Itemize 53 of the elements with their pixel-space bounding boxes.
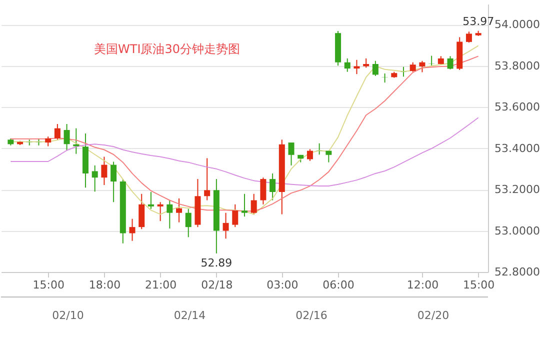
- y-tick-label: 53.6000: [494, 100, 540, 114]
- y-tick-label: 53.2000: [494, 183, 540, 196]
- candlestick: [157, 202, 164, 222]
- y-tick-label: 53.8000: [494, 59, 540, 72]
- candlestick: [204, 158, 210, 201]
- candlestick: [54, 123, 60, 140]
- y-tick-label: 52.8000: [494, 266, 540, 278]
- category-label: 02/16: [296, 309, 328, 322]
- x-tick-label: 18:00: [88, 278, 121, 292]
- candlestick: [138, 193, 145, 230]
- candlestick: [232, 204, 238, 228]
- candlestick: [372, 60, 378, 76]
- candlestick: [260, 177, 266, 205]
- category-label: 02/20: [417, 309, 450, 322]
- candlestick: [148, 192, 154, 210]
- text: 美国WTI原油30分钟走势图: [94, 42, 240, 56]
- y-tick-label: 54.0000: [494, 18, 540, 32]
- x-tick-label: 21:00: [144, 278, 177, 292]
- candlestick: [185, 208, 192, 238]
- candlestick: [166, 200, 173, 229]
- y-tick-label: 53.0000: [494, 224, 540, 238]
- candlestick: [129, 218, 136, 242]
- candlestick: [344, 58, 350, 72]
- candlestick: [242, 193, 248, 218]
- candlestick: [288, 142, 294, 166]
- candlestick: [447, 56, 454, 70]
- candlestick: [363, 58, 370, 68]
- candlestick: [92, 164, 98, 192]
- candlestick: [410, 62, 416, 72]
- x-tick-label: 02/18: [201, 278, 233, 292]
- candlestick: [382, 72, 388, 84]
- category-label: 02/10: [52, 309, 84, 322]
- annotation: 53.97: [462, 14, 494, 28]
- candlestick: [250, 193, 257, 216]
- x-tick-label: 06:00: [322, 278, 354, 292]
- candlestick: [222, 212, 229, 240]
- x-tick-label: 03:00: [266, 278, 298, 292]
- candlestick: [64, 123, 70, 151]
- x-tick-label: 15:00: [32, 278, 64, 292]
- x-tick-label: 15:00: [462, 278, 495, 292]
- candlestick: [466, 31, 472, 44]
- annotation: 52.89: [200, 256, 232, 270]
- candlestick: [316, 142, 322, 155]
- candlestick: [45, 136, 52, 147]
- candlestick: [306, 148, 313, 162]
- candlestick: [110, 161, 117, 203]
- y-tick-label: 53.4000: [494, 142, 540, 155]
- x-tick-label: 12:00: [406, 278, 439, 292]
- candlestick: [419, 60, 426, 73]
- candlestick: [101, 156, 108, 186]
- candlestick: [270, 172, 276, 201]
- candlestick: [176, 198, 182, 223]
- category-label: 02/14: [174, 309, 206, 322]
